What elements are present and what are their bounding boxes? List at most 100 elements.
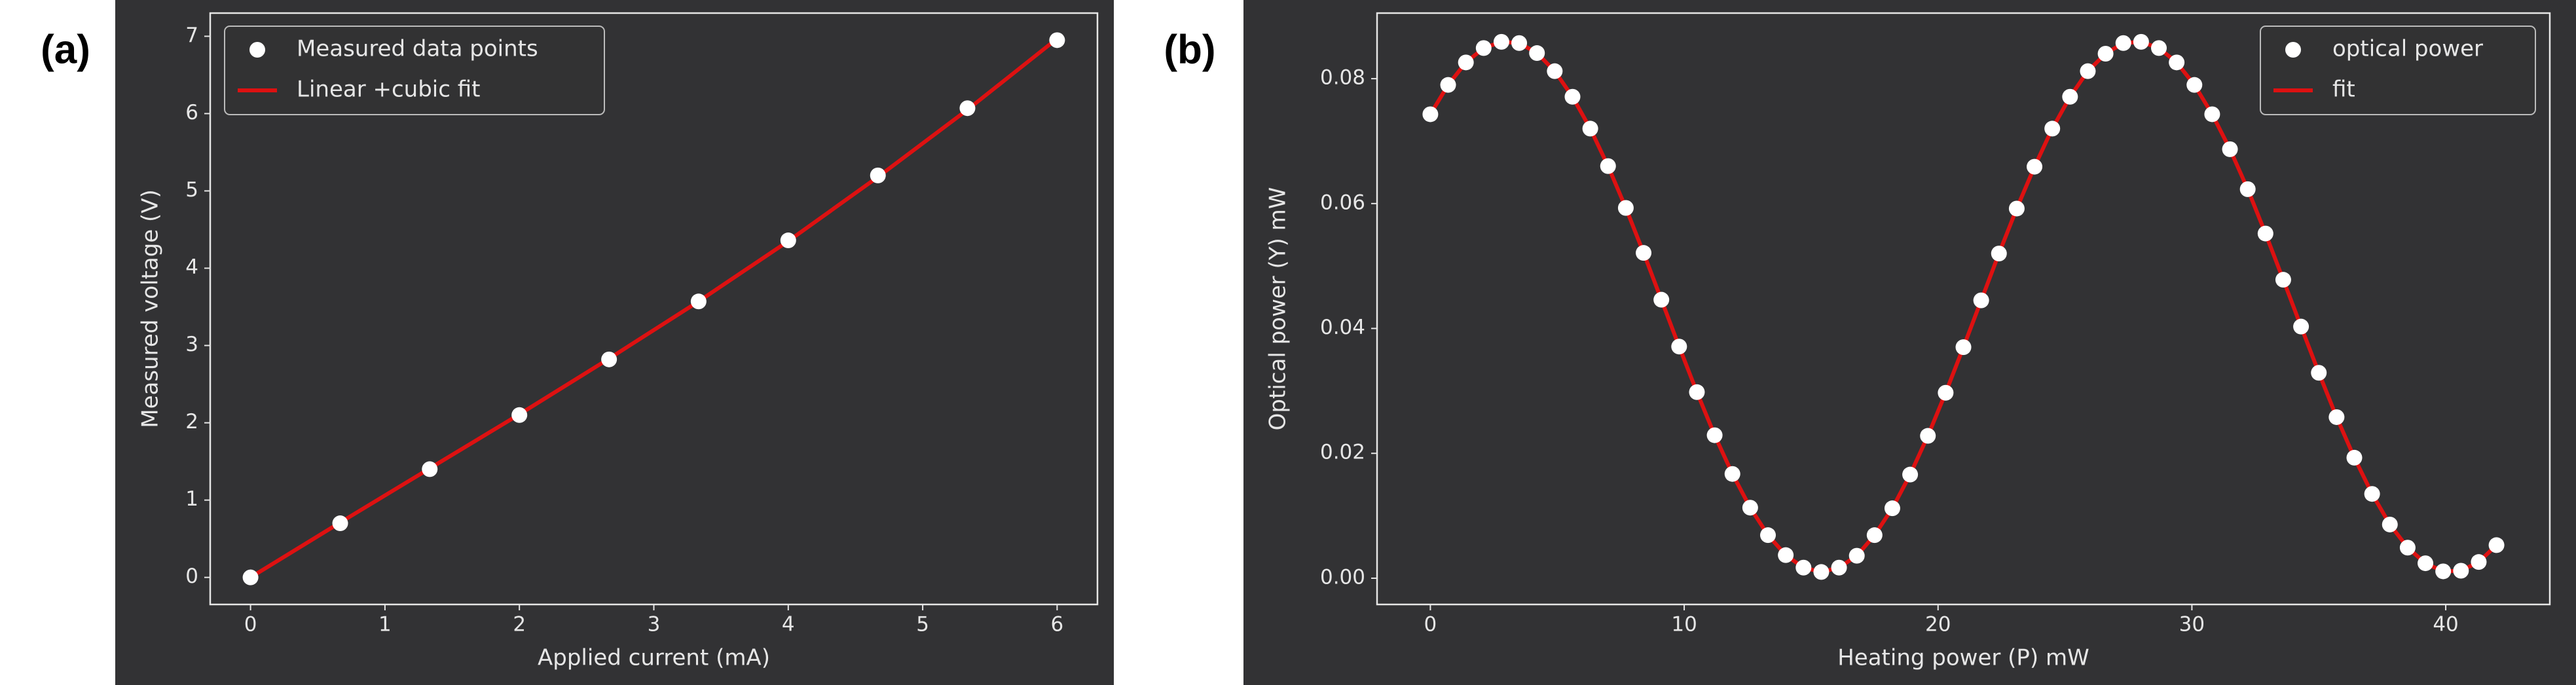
data-point	[2418, 555, 2434, 572]
data-point	[1440, 77, 1456, 93]
y-tick-label: 0.00	[1320, 565, 1365, 589]
data-point	[2453, 563, 2469, 579]
data-point	[422, 461, 438, 477]
data-point	[2062, 88, 2078, 105]
data-point	[1636, 245, 1652, 261]
y-tick-label: 1	[185, 487, 198, 511]
x-tick-label: 10	[1671, 613, 1697, 637]
data-point	[2364, 486, 2380, 502]
data-point	[2275, 272, 2291, 288]
data-point	[242, 569, 259, 585]
data-point	[1564, 88, 1581, 105]
data-point	[1493, 33, 1509, 50]
legend-marker	[249, 42, 265, 58]
data-point	[1849, 547, 1865, 564]
y-axis-label: Measured voltage (V)	[138, 189, 164, 428]
x-tick-label: 30	[2179, 613, 2205, 637]
legend-marker	[2285, 42, 2301, 58]
data-point	[1866, 527, 1883, 544]
y-tick-label: 0	[185, 565, 198, 588]
data-point	[2471, 554, 2487, 570]
data-point	[1795, 559, 1812, 576]
data-point	[2293, 318, 2309, 335]
y-tick-label: 6	[185, 101, 198, 124]
data-point	[2488, 537, 2505, 553]
data-point	[1422, 106, 1439, 122]
data-point	[2346, 449, 2363, 466]
data-point	[1813, 564, 1830, 580]
x-tick-label: 5	[916, 613, 929, 637]
legend-label: Linear +cubic fit	[297, 77, 480, 103]
data-point	[780, 232, 796, 249]
data-point	[2435, 563, 2452, 580]
data-point	[1831, 559, 1847, 576]
data-point	[2222, 141, 2238, 157]
data-point	[1547, 63, 1563, 79]
data-point	[511, 407, 528, 423]
data-point	[2115, 35, 2131, 51]
x-tick-label: 4	[782, 613, 795, 637]
axes-frame	[1376, 12, 2551, 606]
x-tick-label: 2	[513, 613, 526, 637]
data-point	[2328, 409, 2345, 425]
x-tick-label: 1	[378, 613, 392, 637]
data-point	[1600, 158, 1616, 174]
data-point	[2027, 158, 2043, 175]
data-point	[1458, 54, 1474, 71]
y-tick-label: 0.04	[1320, 316, 1365, 339]
x-axis-label: Heating power (P) mW	[1837, 645, 2089, 671]
legend-box	[2260, 26, 2536, 115]
data-point	[2186, 77, 2203, 93]
legend-label: Measured data points	[297, 36, 538, 62]
data-point	[1920, 428, 1936, 444]
data-point	[2008, 200, 2025, 217]
data-point	[2399, 540, 2416, 556]
fit-line	[249, 37, 1059, 580]
data-point	[2382, 516, 2398, 532]
data-point	[870, 167, 886, 183]
data-point	[1742, 500, 1758, 516]
panel-label: (b)	[1164, 27, 1215, 72]
data-point	[1049, 32, 1065, 48]
data-point	[2204, 106, 2220, 122]
data-point	[1938, 384, 1954, 401]
data-point	[1529, 45, 1545, 62]
y-tick-label: 0.08	[1320, 66, 1365, 90]
data-point	[1689, 384, 1705, 400]
data-point	[601, 351, 617, 367]
y-tick-label: 3	[185, 333, 198, 356]
data-point	[2151, 40, 2167, 56]
data-point	[1475, 40, 1492, 56]
data-point	[1706, 427, 1723, 443]
x-tick-label: 0	[1424, 613, 1437, 637]
data-point	[332, 515, 348, 532]
legend-label: fit	[2332, 77, 2355, 103]
data-point	[1991, 246, 2007, 262]
legend-box	[224, 26, 605, 115]
data-point	[1671, 339, 1687, 355]
data-point	[2169, 54, 2185, 71]
data-point	[1973, 292, 1989, 308]
data-point	[1760, 527, 1776, 544]
data-point	[2097, 45, 2114, 62]
y-tick-label: 2	[185, 410, 198, 434]
data-point	[2257, 225, 2273, 242]
data-point	[1653, 291, 1670, 308]
data-point	[2133, 33, 2149, 50]
data-point	[1617, 200, 1634, 216]
data-point	[2311, 365, 2327, 381]
data-point	[1582, 120, 1598, 137]
data-point	[690, 293, 707, 310]
data-point	[1778, 547, 1794, 563]
data-point	[1511, 35, 1528, 51]
x-tick-label: 20	[1925, 613, 1951, 637]
data-point	[2239, 181, 2256, 197]
y-tick-label: 0.02	[1320, 441, 1365, 464]
y-axis-label: Optical power (Y) mW	[1265, 187, 1291, 431]
legend-label: optical power	[2332, 36, 2483, 62]
data-point	[2044, 120, 2061, 137]
y-tick-label: 7	[185, 24, 198, 47]
y-tick-label: 0.06	[1320, 191, 1365, 214]
x-tick-label: 0	[244, 613, 257, 637]
